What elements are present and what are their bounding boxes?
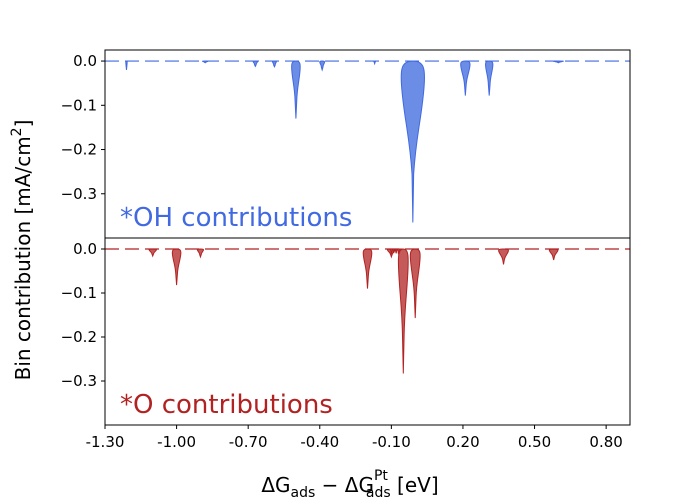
y-axis-label-main: Bin contribution [mA/cm xyxy=(11,136,35,380)
y-axis-label-sup: 2 xyxy=(9,127,25,136)
y-axis-label-end: ] xyxy=(11,120,35,128)
y-tick-label: 0.0 xyxy=(73,240,97,258)
x-axis-label-minus: − ΔG xyxy=(315,473,374,497)
violin-o-14 xyxy=(498,248,509,265)
y-tick-label: −0.2 xyxy=(61,328,97,346)
y-axis-label: Bin contribution [mA/cm2] xyxy=(9,120,35,381)
violin-o-3 xyxy=(362,248,373,289)
bottom-panel: 0.0 −0.1 −0.2 −0.3 -1.30 -1.00 -0.70 -0.40 -0.10… xyxy=(61,237,631,451)
x-tick-label: -1.00 xyxy=(157,433,196,451)
violin-oh-9 xyxy=(485,60,494,96)
panel-annotation: *OH contributions xyxy=(120,203,352,233)
panel-frame xyxy=(104,237,631,426)
violin-oh-7 xyxy=(400,60,425,223)
violin-oh-3 xyxy=(271,60,277,68)
x-tick-label: -0.40 xyxy=(300,433,339,451)
x-axis-label-sub1: ads xyxy=(291,485,316,500)
violin-oh-8 xyxy=(460,60,471,96)
violin-o-13 xyxy=(409,248,421,319)
x-tick-label: -1.30 xyxy=(86,433,125,451)
x-axis-label-main: ΔG xyxy=(261,473,290,497)
violin-oh-0 xyxy=(125,60,128,70)
y-tick-label: −0.1 xyxy=(61,96,97,114)
y-tick-label: 0.0 xyxy=(73,52,97,70)
x-tick-label: -0.10 xyxy=(372,433,411,451)
x-tick-label: 0.80 xyxy=(589,433,622,451)
violin-oh-2 xyxy=(252,60,259,68)
violin-o-2 xyxy=(196,248,205,259)
panel-annotation: *O contributions xyxy=(120,390,333,420)
x-tick-label: 0.20 xyxy=(446,433,479,451)
x-axis-label-unit: [eV] xyxy=(391,473,439,497)
y-tick-label: −0.2 xyxy=(61,141,97,159)
x-tick-label: -0.70 xyxy=(229,433,268,451)
violin-o-0 xyxy=(148,248,157,258)
y-tick-label: −0.3 xyxy=(61,185,97,203)
y-tick-label: −0.3 xyxy=(61,372,97,390)
violin-oh-4 xyxy=(291,60,301,119)
violin-oh-5 xyxy=(319,60,326,72)
x-tick-label: 0.50 xyxy=(518,433,551,451)
top-panel: 0.0 −0.1 −0.2 −0.3 *OH contributions xyxy=(61,49,631,239)
x-axis-label-sup2: Pt xyxy=(374,468,388,484)
violin-o-15 xyxy=(548,248,559,261)
x-axis-label-sub2: ads xyxy=(366,485,391,500)
violin-o-10 xyxy=(394,248,399,254)
violin-o-1 xyxy=(171,248,182,286)
violin-o-12 xyxy=(397,248,409,374)
x-axis-label: ΔGads − ΔGPt ads [eV] xyxy=(261,468,438,500)
y-tick-label: −0.1 xyxy=(61,284,97,302)
